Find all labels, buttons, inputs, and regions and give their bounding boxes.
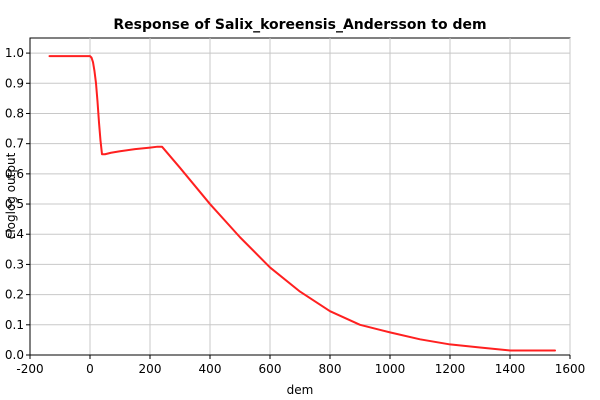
x-tick-label: 1600: [555, 362, 586, 376]
y-tick-label: 0.6: [5, 167, 24, 181]
y-tick-label: 0.5: [5, 197, 24, 211]
x-axis-label: dem: [287, 383, 314, 397]
y-tick-label: 0.4: [5, 227, 24, 241]
y-tick-label: 0.1: [5, 318, 24, 332]
axis-layer: -200 0 200 400 600 800 1000 1200 1400 1600 0.0 0.1 0…: [5, 38, 585, 376]
x-tick-label: 400: [199, 362, 222, 376]
series-line: [48, 55, 556, 352]
y-tick-label: 0.3: [5, 257, 24, 271]
x-tick-label: 0: [86, 362, 94, 376]
plot-area-group: [29, 37, 571, 356]
x-tick-label: 600: [259, 362, 282, 376]
y-tick-label: 0.2: [5, 288, 24, 302]
x-tick-label: 1400: [495, 362, 526, 376]
chart-title: Response of Salix_koreensis_Andersson to…: [113, 17, 486, 33]
y-tick-label: 0.8: [5, 106, 24, 120]
y-tick-label: 0.7: [5, 137, 24, 151]
y-tick-label: 0.9: [5, 76, 24, 90]
series-layer: [48, 55, 556, 352]
plot-frame: [29, 37, 571, 356]
x-tick-label: 800: [319, 362, 342, 376]
x-tick-label: 1200: [435, 362, 466, 376]
x-tick-label: -200: [16, 362, 43, 376]
x-tick-label: 1000: [375, 362, 406, 376]
y-axis-label: cloglog output: [4, 152, 18, 239]
y-tick-label: 0.0: [5, 348, 24, 362]
y-tick-label: 1.0: [5, 46, 24, 60]
x-tick-label: 200: [139, 362, 162, 376]
